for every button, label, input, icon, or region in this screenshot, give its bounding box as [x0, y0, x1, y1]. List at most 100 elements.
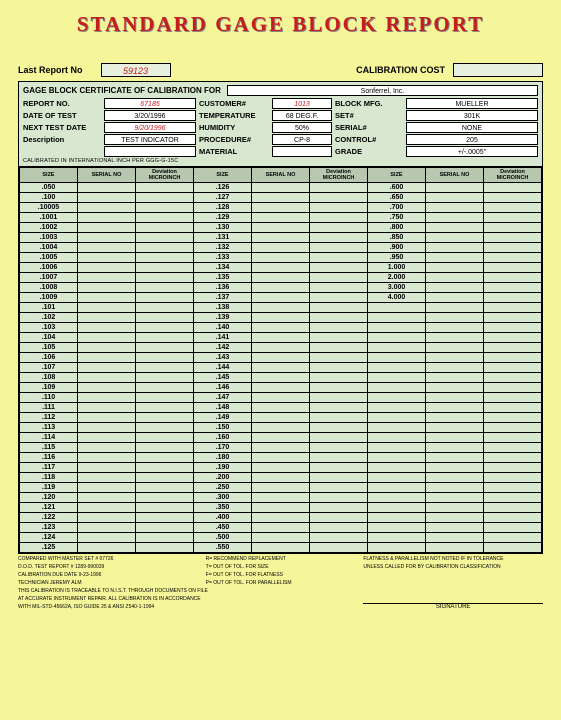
table-cell	[426, 463, 484, 473]
table-cell: .122	[20, 513, 78, 523]
table-cell: .132	[194, 243, 252, 253]
header-label: CUSTOMER#	[199, 99, 269, 108]
header-label: BLOCK MFG.	[335, 99, 403, 108]
table-cell	[310, 203, 368, 213]
table-cell	[252, 193, 310, 203]
table-cell	[310, 493, 368, 503]
table-cell	[368, 413, 426, 423]
table-cell	[368, 473, 426, 483]
table-cell	[252, 223, 310, 233]
table-cell	[426, 193, 484, 203]
table-cell	[484, 413, 542, 423]
table-cell: .131	[194, 233, 252, 243]
table-cell	[484, 503, 542, 513]
table-row: .122.400	[20, 513, 542, 523]
table-cell	[78, 233, 136, 243]
table-cell	[136, 443, 194, 453]
table-cell	[368, 493, 426, 503]
table-cell	[310, 313, 368, 323]
table-cell	[368, 303, 426, 313]
table-cell	[426, 373, 484, 383]
table-cell	[310, 373, 368, 383]
footer-l3: CALIBRATION DUE DATE 9-23-1996	[18, 572, 198, 578]
table-cell	[310, 383, 368, 393]
table-cell	[78, 313, 136, 323]
table-cell	[310, 503, 368, 513]
table-cell	[426, 493, 484, 503]
table-cell	[426, 363, 484, 373]
table-row: .123.450	[20, 523, 542, 533]
header-value: 205	[406, 134, 538, 145]
table-cell: .114	[20, 433, 78, 443]
table-cell	[484, 263, 542, 273]
header-value: 1013	[272, 98, 332, 109]
table-cell	[78, 413, 136, 423]
table-cell	[310, 323, 368, 333]
table-cell: .146	[194, 383, 252, 393]
table-cell	[252, 393, 310, 403]
table-cell: .113	[20, 423, 78, 433]
table-cell	[78, 503, 136, 513]
table-cell	[136, 333, 194, 343]
header-label: TEMPERATURE	[199, 111, 269, 120]
table-cell	[484, 373, 542, 383]
table-row: .111.148	[20, 403, 542, 413]
table-cell	[136, 353, 194, 363]
table-cell	[136, 203, 194, 213]
table-cell	[252, 523, 310, 533]
header-value: 67185	[104, 98, 196, 109]
table-cell	[426, 523, 484, 533]
footer-l1: COMPARED WITH MASTER SET # 07726	[18, 556, 198, 562]
table-row: .050.126.600	[20, 183, 542, 193]
table-cell	[426, 413, 484, 423]
table-cell	[310, 483, 368, 493]
table-row: .101.138	[20, 303, 542, 313]
table-cell	[426, 243, 484, 253]
table-row: .110.147	[20, 393, 542, 403]
table-cell: .800	[368, 223, 426, 233]
table-cell	[426, 273, 484, 283]
table-cell	[484, 513, 542, 523]
table-cell	[426, 353, 484, 363]
signature-line: SIGNATURE	[363, 603, 543, 610]
table-cell: .108	[20, 373, 78, 383]
table-cell: .119	[20, 483, 78, 493]
table-cell: .127	[194, 193, 252, 203]
table-row: .102.139	[20, 313, 542, 323]
table-cell: .117	[20, 463, 78, 473]
footer-l4: TECHNICIAN JEREMY ALM	[18, 580, 198, 586]
table-cell: .1008	[20, 283, 78, 293]
table-cell	[136, 283, 194, 293]
table-cell	[484, 403, 542, 413]
table-cell: .111	[20, 403, 78, 413]
table-cell	[484, 473, 542, 483]
table-cell	[426, 183, 484, 193]
table-row: .125.550	[20, 543, 542, 553]
table-cell	[368, 363, 426, 373]
table-cell	[136, 273, 194, 283]
table-cell	[252, 273, 310, 283]
table-cell	[484, 383, 542, 393]
table-cell	[252, 443, 310, 453]
table-cell: .135	[194, 273, 252, 283]
table-cell	[426, 313, 484, 323]
cert-row: GAGE BLOCK CERTIFICATE OF CALIBRATION FO…	[23, 85, 538, 96]
table-cell: .129	[194, 213, 252, 223]
table-cell	[78, 513, 136, 523]
table-cell	[78, 493, 136, 503]
table-cell	[484, 543, 542, 553]
col-header: SIZE	[20, 168, 78, 183]
table-cell	[310, 353, 368, 363]
header-label: SET#	[335, 111, 403, 120]
col-header: SIZE	[368, 168, 426, 183]
header-label: CONTROL#	[335, 135, 403, 144]
table-cell	[368, 423, 426, 433]
table-row: .1007.1352.000	[20, 273, 542, 283]
table-cell	[484, 463, 542, 473]
table-cell: .1002	[20, 223, 78, 233]
table-row: .112.149	[20, 413, 542, 423]
table-row: .107.144	[20, 363, 542, 373]
header-label: SERIAL#	[335, 123, 403, 132]
table-cell	[484, 533, 542, 543]
table-cell	[252, 293, 310, 303]
